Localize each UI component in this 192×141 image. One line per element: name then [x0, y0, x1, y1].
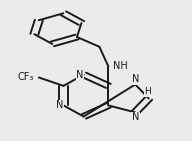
- Text: N: N: [132, 74, 139, 84]
- Text: N: N: [56, 100, 64, 110]
- Text: H: H: [144, 87, 151, 96]
- Text: CF₃: CF₃: [18, 72, 34, 82]
- Text: NH: NH: [113, 61, 127, 71]
- Text: N: N: [76, 70, 84, 80]
- Text: N: N: [132, 112, 139, 122]
